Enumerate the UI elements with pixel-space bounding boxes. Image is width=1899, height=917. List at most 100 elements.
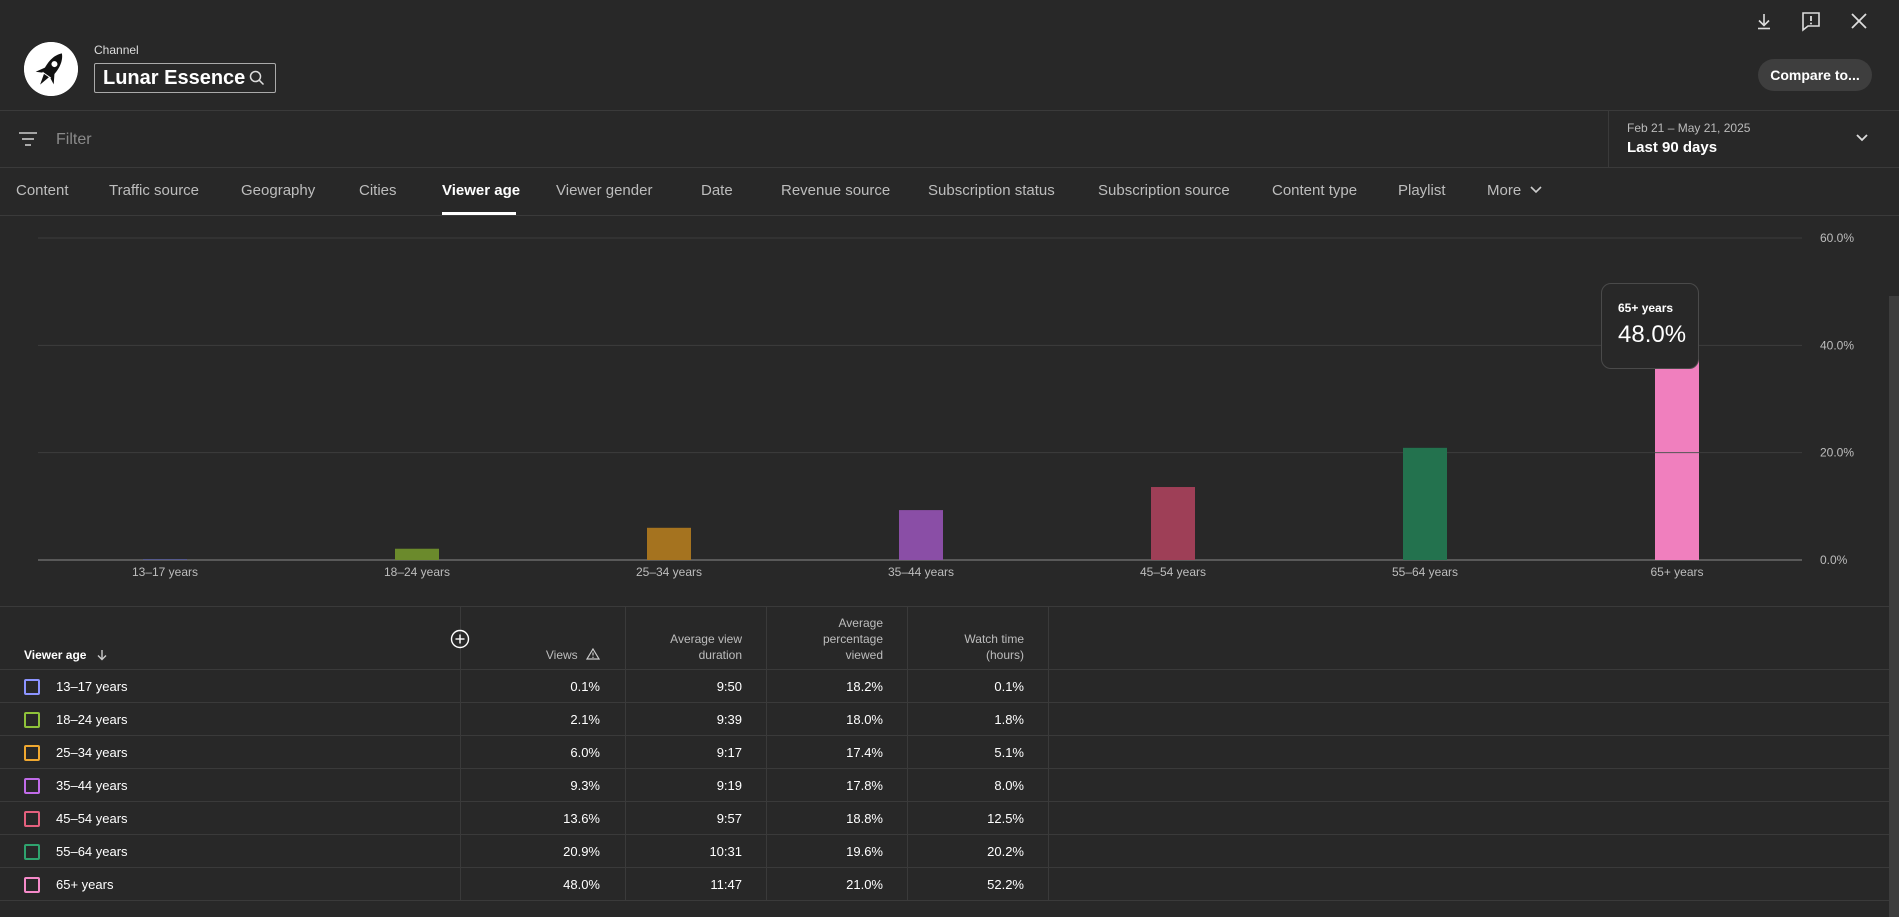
table-row[interactable]: 35–44 years 9.3% 9:19 17.8% 8.0% [0, 768, 1899, 801]
series-toggle-checkbox[interactable] [24, 679, 40, 695]
header-line: duration [698, 648, 742, 662]
cell-views: 6.0% [570, 745, 600, 760]
row-label: 55–64 years [56, 844, 128, 859]
table-row[interactable]: 65+ years 48.0% 11:47 21.0% 52.2% [0, 867, 1899, 900]
table-row[interactable]: 45–54 years 13.6% 9:57 18.8% 12.5% [0, 801, 1899, 834]
column-divider [625, 607, 626, 900]
column-header-avg-view-duration[interactable]: Average view duration [642, 631, 742, 663]
compare-button[interactable]: Compare to... [1758, 59, 1872, 91]
tooltip-label: 65+ years [1618, 301, 1674, 315]
cell-pct: 17.8% [846, 778, 883, 793]
series-toggle-checkbox[interactable] [24, 811, 40, 827]
tab-subscription-source[interactable]: Subscription source [1098, 182, 1230, 199]
table-row[interactable]: 13–17 years 0.1% 9:50 18.2% 0.1% [0, 669, 1899, 702]
tab-date[interactable]: Date [701, 182, 733, 199]
header: Channel Lunar Essence Compare to... [0, 0, 1899, 110]
data-table: Viewer age Views Average view duration A… [0, 606, 1899, 917]
tab-subscription-status[interactable]: Subscription status [928, 182, 1055, 199]
tab-more-label: More [1487, 182, 1522, 199]
column-header-views[interactable]: Views [520, 647, 601, 663]
tab-content-type[interactable]: Content type [1272, 182, 1358, 199]
cell-watch: 0.1% [994, 679, 1024, 694]
rocket-icon [24, 42, 78, 96]
column-header-label: Viewer age [24, 648, 87, 662]
column-header-watch-time[interactable]: Watch time (hours) [924, 631, 1024, 663]
scrollbar[interactable] [1889, 296, 1899, 917]
x-tick-label: 35–44 years [888, 565, 954, 579]
series-toggle-checkbox[interactable] [24, 844, 40, 860]
download-icon[interactable] [1753, 10, 1775, 32]
header-line: Average [838, 616, 883, 630]
bar-18-24-years[interactable] [395, 548, 439, 560]
channel-avatar[interactable] [24, 42, 78, 96]
bar-25-34-years[interactable] [647, 527, 691, 560]
column-divider [907, 607, 908, 900]
column-divider [460, 607, 461, 900]
series-toggle-checkbox[interactable] [24, 877, 40, 893]
cell-watch: 5.1% [994, 745, 1024, 760]
series-toggle-checkbox[interactable] [24, 745, 40, 761]
tab-content[interactable]: Content [16, 182, 69, 199]
y-tick-label: 40.0% [1820, 338, 1854, 352]
y-tick-label: 20.0% [1820, 446, 1854, 460]
feedback-icon[interactable] [1800, 10, 1822, 32]
cell-views: 9.3% [570, 778, 600, 793]
filter-input[interactable] [56, 129, 656, 151]
active-tab-indicator [442, 212, 516, 215]
filter-icon[interactable] [18, 131, 38, 147]
header-line: viewed [845, 648, 883, 662]
search-icon[interactable] [249, 70, 265, 86]
table-row[interactable]: 25–34 years 6.0% 9:17 17.4% 5.1% [0, 735, 1899, 768]
header-line: (hours) [985, 648, 1024, 662]
tab-geography[interactable]: Geography [241, 182, 316, 199]
cell-views: 48.0% [563, 877, 600, 892]
cell-pct: 18.8% [846, 811, 883, 826]
filter-bar: Feb 21 – May 21, 2025 Last 90 days [0, 110, 1899, 168]
tab-viewer-gender[interactable]: Viewer gender [556, 182, 653, 199]
row-label: 35–44 years [56, 778, 128, 793]
table-row[interactable]: 55–64 years 20.9% 10:31 19.6% 20.2% [0, 834, 1899, 867]
table-row[interactable]: 18–24 years 2.1% 9:39 18.0% 1.8% [0, 702, 1899, 735]
series-toggle-checkbox[interactable] [24, 712, 40, 728]
tab-more[interactable]: More [1487, 182, 1543, 199]
cell-watch: 12.5% [987, 811, 1024, 826]
column-header-viewer-age[interactable]: Viewer age [24, 647, 108, 663]
x-tick-label: 13–17 years [132, 565, 198, 579]
cell-views: 13.6% [563, 811, 600, 826]
row-label: 65+ years [56, 877, 114, 892]
cell-pct: 18.0% [846, 712, 883, 727]
cell-watch: 52.2% [987, 877, 1024, 892]
viewer-age-chart: 0.0% 20.0% 40.0% 60.0% 13–17 years 18–24 year… [0, 216, 1899, 606]
x-tick-label: 18–24 years [384, 565, 450, 579]
chevron-down-icon [1530, 186, 1542, 194]
add-column-icon[interactable] [450, 629, 470, 649]
column-header-avg-percentage-viewed[interactable]: Average percentage viewed [783, 615, 883, 663]
row-label: 18–24 years [56, 712, 128, 727]
cell-views: 2.1% [570, 712, 600, 727]
row-label: 13–17 years [56, 679, 128, 694]
table-bottom-border [0, 900, 1899, 901]
tab-traffic-source[interactable]: Traffic source [109, 182, 200, 199]
series-toggle-checkbox[interactable] [24, 778, 40, 794]
tab-playlist[interactable]: Playlist [1398, 182, 1446, 199]
channel-selector[interactable]: Lunar Essence [94, 63, 276, 93]
views-header-label: Views [545, 648, 578, 662]
bar-55-64-years[interactable] [1403, 447, 1447, 560]
tab-revenue-source[interactable]: Revenue source [781, 182, 891, 199]
tab-viewer-age[interactable]: Viewer age [442, 182, 521, 199]
close-icon[interactable] [1848, 10, 1870, 32]
bar-35-44-years[interactable] [899, 510, 943, 560]
cell-duration: 9:19 [716, 778, 742, 793]
chart-tooltip: 65+ years 48.0% [1601, 283, 1699, 369]
bar-13-17-years[interactable] [143, 559, 187, 560]
x-tick-label: 45–54 years [1140, 565, 1206, 579]
date-range-picker[interactable]: Feb 21 – May 21, 2025 Last 90 days [1608, 111, 1899, 167]
cell-duration: 9:57 [716, 811, 742, 826]
tab-cities[interactable]: Cities [359, 182, 397, 199]
row-label: 25–34 years [56, 745, 128, 760]
cell-pct: 19.6% [846, 844, 883, 859]
bar-45-54-years[interactable] [1151, 487, 1195, 560]
cell-duration: 9:17 [716, 745, 742, 760]
header-line: Watch time [964, 632, 1024, 646]
x-tick-label: 65+ years [1650, 565, 1703, 579]
